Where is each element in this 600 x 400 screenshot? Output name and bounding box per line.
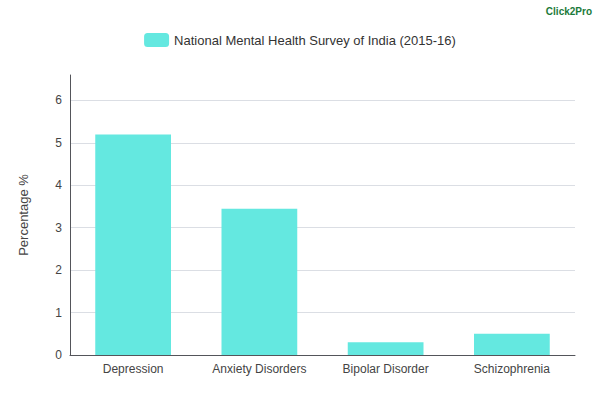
svg-text:1: 1 xyxy=(55,306,62,320)
svg-text:0: 0 xyxy=(55,348,62,362)
svg-text:Bipolar Disorder: Bipolar Disorder xyxy=(343,362,429,376)
svg-text:Anxiety Disorders: Anxiety Disorders xyxy=(212,362,306,376)
svg-text:4: 4 xyxy=(55,178,62,192)
svg-text:6: 6 xyxy=(55,93,62,107)
svg-text:Schizophrenia: Schizophrenia xyxy=(474,362,550,376)
svg-text:Percentage %: Percentage % xyxy=(16,174,31,256)
svg-text:5: 5 xyxy=(55,136,62,150)
svg-text:2: 2 xyxy=(55,263,62,277)
svg-text:Depression: Depression xyxy=(103,362,164,376)
svg-text:3: 3 xyxy=(55,221,62,235)
svg-text:National Mental Health Survey: National Mental Health Survey of India (… xyxy=(174,33,456,48)
svg-text:Click2Pro: Click2Pro xyxy=(546,6,592,17)
